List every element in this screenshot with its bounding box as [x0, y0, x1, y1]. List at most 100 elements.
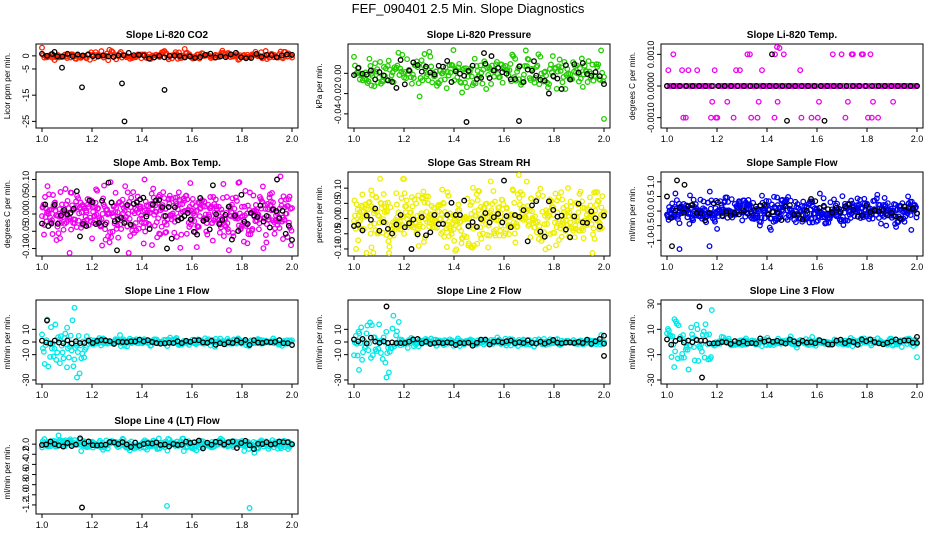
- data-point: [187, 216, 194, 223]
- data-point: [60, 340, 67, 347]
- x-tick-label: 2.0: [286, 262, 299, 272]
- data-point: [559, 79, 566, 86]
- data-point: [455, 64, 462, 71]
- data-point: [830, 83, 837, 89]
- data-point: [59, 64, 65, 71]
- data-point: [353, 246, 360, 252]
- data-point: [817, 83, 824, 89]
- data-point: [102, 441, 109, 448]
- data-point: [72, 216, 79, 223]
- data-point: [146, 55, 153, 62]
- data-point: [95, 53, 102, 60]
- data-point: [289, 51, 295, 58]
- data-point: [524, 206, 531, 213]
- data-point: [47, 353, 54, 360]
- data-point: [669, 243, 675, 250]
- data-point: [376, 213, 383, 220]
- data-point: [363, 340, 370, 347]
- data-point: [133, 199, 140, 206]
- data-point: [225, 247, 232, 254]
- data-point: [142, 228, 149, 235]
- data-point: [427, 53, 434, 60]
- data-point: [190, 208, 197, 215]
- data-point: [681, 181, 688, 188]
- data-point: [756, 222, 763, 229]
- data-point: [773, 83, 779, 89]
- data-point: [539, 192, 546, 199]
- data-point: [486, 219, 493, 226]
- data-point: [181, 54, 188, 61]
- data-point: [465, 223, 472, 230]
- data-point: [454, 218, 461, 225]
- data-point: [811, 83, 818, 89]
- data-point: [527, 234, 534, 241]
- data-point: [541, 77, 548, 84]
- data-point: [765, 198, 772, 205]
- data-point: [352, 212, 358, 219]
- data-point: [698, 348, 705, 355]
- data-point: [812, 340, 819, 347]
- data-point: [377, 58, 384, 65]
- x-tick-label: 1.6: [811, 134, 824, 144]
- data-point: [870, 98, 876, 105]
- data-point: [724, 98, 731, 105]
- data-point: [258, 53, 265, 60]
- data-point: [679, 67, 686, 74]
- data-point: [685, 366, 692, 373]
- data-point: [193, 244, 200, 251]
- y-tick-label: -0.05: [333, 224, 343, 245]
- data-point: [567, 234, 574, 241]
- data-point: [567, 76, 574, 83]
- data-point: [672, 207, 679, 214]
- data-point: [262, 205, 269, 212]
- data-point: [499, 219, 506, 226]
- chart-panel-3: Slope Li-820 Temp. 1.0 1.2 1.4 1.6 1.8 2.0 0.00…: [628, 30, 924, 144]
- data-point: [377, 350, 384, 356]
- data-point: [273, 208, 280, 215]
- data-point: [356, 366, 362, 373]
- data-point: [368, 322, 375, 329]
- data-point: [553, 85, 560, 92]
- data-point: [558, 212, 565, 219]
- data-point: [385, 57, 392, 64]
- plot-frame: [35, 43, 299, 129]
- data-point: [482, 336, 489, 343]
- data-point: [233, 197, 240, 204]
- data-point: [571, 213, 578, 220]
- data-point: [503, 213, 510, 220]
- panel-title: Slope Line 2 Flow: [437, 286, 522, 297]
- x-tick-label: 1.8: [548, 134, 561, 144]
- x-tick-label: 1.2: [398, 134, 411, 144]
- data-point: [909, 205, 916, 212]
- data-point: [809, 219, 816, 226]
- data-point: [803, 207, 810, 214]
- data-point: [792, 219, 799, 226]
- data-point: [55, 432, 62, 439]
- data-point: [99, 242, 106, 249]
- data-point: [140, 240, 147, 247]
- y-tick-label: -0.04: [333, 104, 343, 125]
- y-tick-label: -0.5: [646, 218, 656, 234]
- data-point: [355, 237, 362, 244]
- data-point: [176, 201, 183, 208]
- data-point: [575, 209, 582, 216]
- data-point: [448, 79, 455, 85]
- data-point: [459, 89, 466, 96]
- data-point: [399, 51, 406, 58]
- data-point: [799, 216, 806, 223]
- data-point: [384, 207, 391, 214]
- data-point: [229, 195, 236, 202]
- data-point: [686, 220, 693, 227]
- y-axis-label: ml/min per min.: [628, 187, 637, 242]
- data-point: [101, 182, 108, 189]
- data-point: [151, 54, 158, 61]
- data-point: [235, 228, 242, 234]
- y-axis-label: percent per min.: [315, 185, 324, 243]
- data-point: [437, 77, 444, 84]
- data-point: [232, 212, 238, 219]
- data-point: [47, 340, 54, 347]
- data-point: [393, 201, 400, 208]
- data-point: [914, 333, 920, 340]
- x-tick-label: 2.0: [911, 390, 924, 400]
- data-point: [711, 67, 718, 74]
